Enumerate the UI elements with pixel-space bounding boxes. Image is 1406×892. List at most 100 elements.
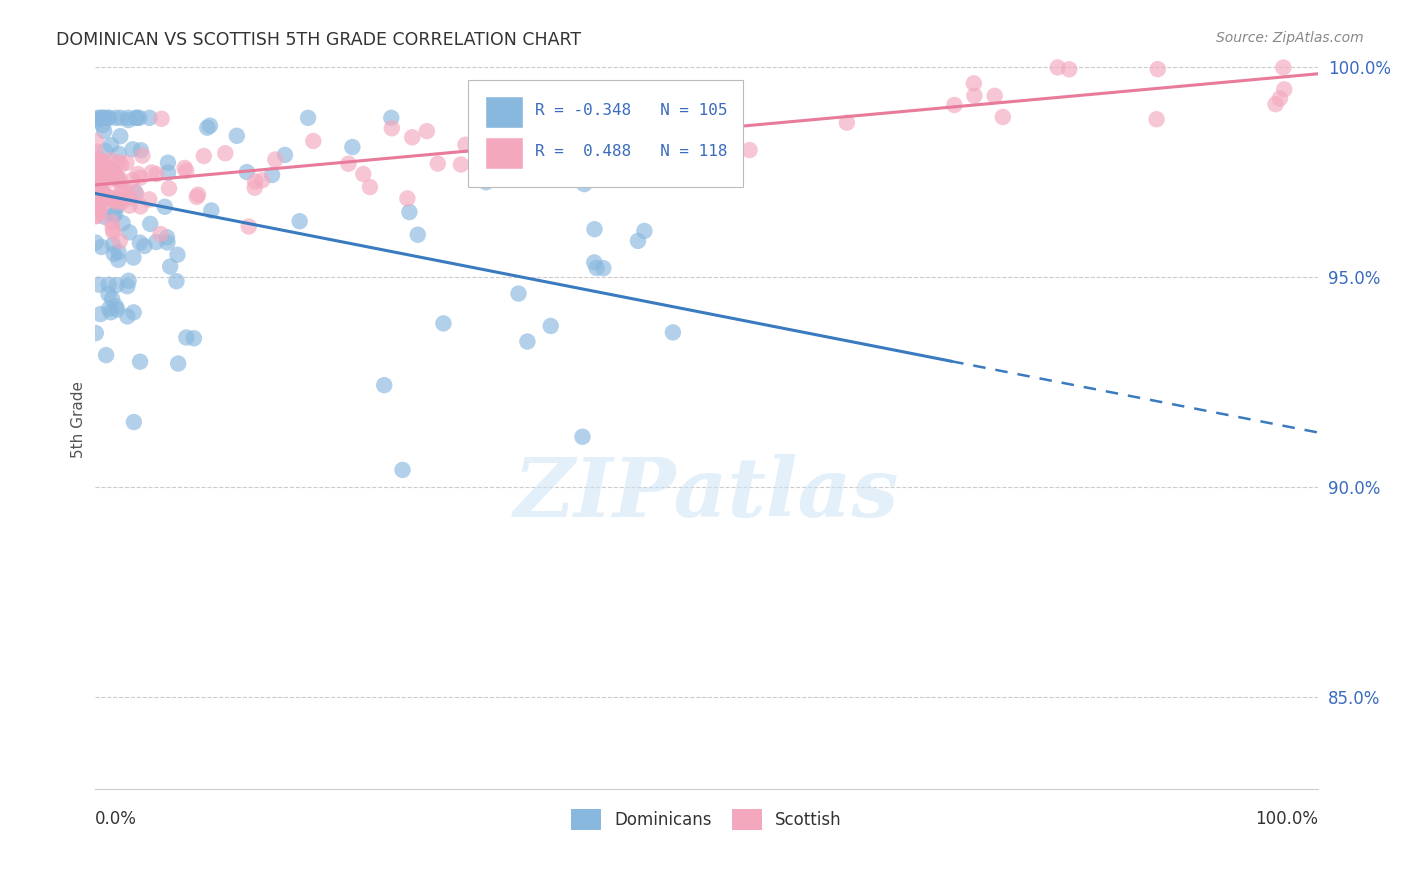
Point — [943, 98, 966, 112]
Point — [94, 144, 117, 158]
Point — [84, 145, 107, 159]
Point — [121, 173, 143, 187]
Point — [101, 222, 124, 236]
Point — [450, 157, 472, 171]
Point — [117, 113, 139, 128]
Point — [288, 214, 311, 228]
Point — [571, 430, 593, 444]
Point — [547, 114, 569, 128]
Point — [120, 191, 142, 205]
Point — [991, 110, 1014, 124]
Point — [107, 252, 129, 267]
Point — [153, 200, 176, 214]
Point — [108, 171, 131, 186]
Point — [478, 130, 501, 145]
Point — [87, 111, 110, 125]
Point — [243, 180, 266, 194]
Point — [138, 193, 160, 207]
Point — [238, 219, 260, 234]
Point — [117, 279, 139, 293]
Point — [193, 149, 215, 163]
Point — [302, 134, 325, 148]
Point — [200, 203, 222, 218]
Point — [110, 129, 132, 144]
Point — [738, 143, 761, 157]
Point — [97, 277, 120, 292]
Point — [84, 326, 107, 340]
Point — [475, 175, 498, 189]
Point — [91, 111, 114, 125]
Point — [173, 161, 195, 175]
Point — [89, 200, 111, 214]
Point — [125, 186, 148, 201]
Point — [84, 202, 107, 216]
Point — [105, 278, 128, 293]
Point — [426, 156, 449, 170]
Point — [501, 143, 523, 157]
Point — [87, 188, 110, 202]
Point — [183, 331, 205, 345]
Point — [101, 168, 124, 182]
Point — [516, 334, 538, 349]
Point — [97, 111, 120, 125]
Point — [108, 234, 131, 248]
Point — [84, 201, 107, 215]
Point — [104, 193, 127, 207]
Point — [84, 235, 107, 250]
Text: ZIPatlas: ZIPatlas — [513, 454, 900, 533]
Point — [84, 134, 107, 148]
Point — [91, 172, 114, 186]
Point — [86, 161, 108, 176]
Point — [574, 177, 596, 191]
Point — [396, 191, 419, 205]
Point — [100, 305, 122, 319]
Point — [101, 292, 124, 306]
Point — [90, 165, 112, 179]
Point — [621, 153, 644, 168]
Point — [84, 209, 107, 223]
Point — [174, 164, 197, 178]
Point — [89, 159, 111, 173]
Point — [93, 210, 115, 224]
Point — [89, 157, 111, 171]
Point — [84, 169, 107, 184]
Point — [187, 187, 209, 202]
Point — [633, 224, 655, 238]
Point — [98, 173, 121, 187]
Point — [186, 190, 208, 204]
Point — [90, 185, 112, 199]
Point — [104, 207, 127, 221]
Point — [1272, 61, 1295, 75]
Point — [156, 230, 179, 244]
Text: Source: ZipAtlas.com: Source: ZipAtlas.com — [1216, 31, 1364, 45]
Point — [115, 155, 138, 169]
Point — [87, 277, 110, 292]
Point — [104, 168, 127, 182]
Point — [103, 168, 125, 182]
Point — [274, 148, 297, 162]
Point — [585, 260, 607, 275]
Point — [100, 215, 122, 229]
Point — [381, 121, 404, 136]
Point — [352, 167, 374, 181]
Point — [111, 182, 134, 196]
Point — [337, 157, 360, 171]
Point — [93, 111, 115, 125]
Point — [107, 155, 129, 169]
Point — [86, 152, 108, 166]
Point — [454, 137, 477, 152]
Point — [89, 167, 111, 181]
Point — [110, 111, 132, 125]
Point — [108, 146, 131, 161]
Point — [84, 174, 107, 188]
Point — [159, 260, 181, 274]
Point — [835, 115, 858, 129]
Point — [122, 305, 145, 319]
Point — [104, 111, 127, 125]
Point — [100, 138, 122, 153]
Point — [122, 415, 145, 429]
Point — [1057, 62, 1080, 77]
Point — [90, 154, 112, 169]
Point — [91, 118, 114, 132]
Point — [114, 184, 136, 198]
